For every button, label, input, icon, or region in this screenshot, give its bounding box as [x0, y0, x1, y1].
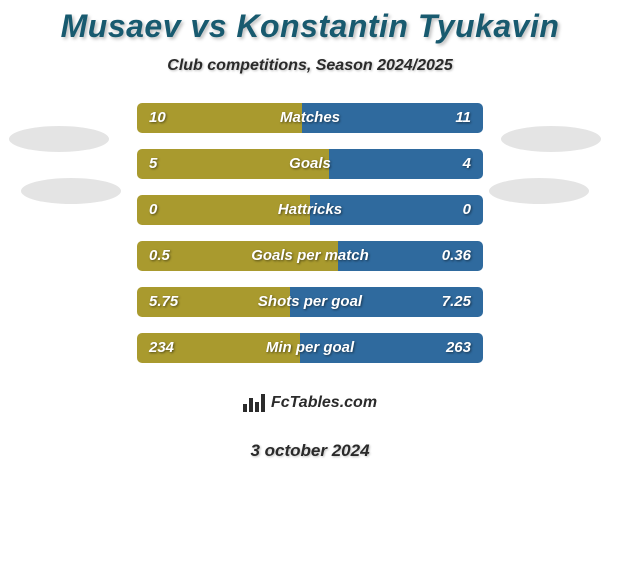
- stat-row: Hattricks00: [0, 195, 620, 225]
- stat-bar-right: [302, 103, 483, 133]
- stat-row: Shots per goal5.757.25: [0, 287, 620, 317]
- stat-bar-left: [137, 195, 310, 225]
- subtitle: Club competitions, Season 2024/2025: [0, 57, 620, 75]
- date-text: 3 october 2024: [0, 441, 620, 461]
- stat-bar: Hattricks00: [137, 195, 483, 225]
- stat-bar: Goals54: [137, 149, 483, 179]
- stat-row: Goals54: [0, 149, 620, 179]
- stat-bar-left: [137, 241, 338, 271]
- page-title: Musaev vs Konstantin Tyukavin: [0, 0, 620, 45]
- stat-bar: Min per goal234263: [137, 333, 483, 363]
- stat-bar: Goals per match0.50.36: [137, 241, 483, 271]
- logo-text: FcTables.com: [271, 394, 377, 412]
- stat-bar-left: [137, 287, 290, 317]
- stat-row: Min per goal234263: [0, 333, 620, 363]
- stat-bar-left: [137, 333, 300, 363]
- stat-bar-right: [290, 287, 483, 317]
- stat-bar-right: [300, 333, 483, 363]
- stat-bar: Shots per goal5.757.25: [137, 287, 483, 317]
- stat-bar-left: [137, 103, 302, 133]
- chart-icon: [243, 394, 265, 412]
- fctables-logo: FcTables.com: [210, 379, 410, 427]
- stat-bar-right: [338, 241, 483, 271]
- stat-bar-right: [329, 149, 483, 179]
- stat-row: Matches1011: [0, 103, 620, 133]
- stat-bar-left: [137, 149, 329, 179]
- stat-bar-right: [310, 195, 483, 225]
- comparison-infographic: Musaev vs Konstantin Tyukavin Club compe…: [0, 0, 620, 580]
- stat-bar: Matches1011: [137, 103, 483, 133]
- stats-bars: Matches1011 Goals54 Hattricks00 Goals per m…: [0, 103, 620, 363]
- stat-row: Goals per match0.50.36: [0, 241, 620, 271]
